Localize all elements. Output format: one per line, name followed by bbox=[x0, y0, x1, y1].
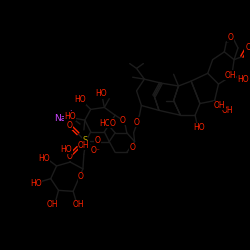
Text: O: O bbox=[227, 33, 233, 42]
Text: HO: HO bbox=[193, 124, 205, 132]
Text: OH: OH bbox=[224, 71, 236, 80]
Text: O⁻: O⁻ bbox=[91, 146, 101, 155]
Text: HO: HO bbox=[60, 145, 72, 154]
Text: O: O bbox=[66, 152, 72, 161]
Text: O: O bbox=[120, 116, 126, 124]
Text: S: S bbox=[82, 136, 87, 145]
Text: HO: HO bbox=[74, 95, 86, 104]
Text: O: O bbox=[78, 172, 84, 181]
Text: HO: HO bbox=[30, 179, 42, 188]
Text: O: O bbox=[134, 118, 140, 126]
Text: HO: HO bbox=[100, 118, 111, 128]
Text: Na: Na bbox=[54, 114, 66, 123]
Text: O: O bbox=[246, 44, 250, 52]
Text: O: O bbox=[130, 143, 136, 152]
Text: OH: OH bbox=[222, 106, 233, 115]
Text: OH: OH bbox=[78, 141, 90, 150]
Text: +: + bbox=[67, 109, 73, 118]
Text: OH: OH bbox=[72, 200, 84, 209]
Text: O: O bbox=[66, 120, 72, 130]
Text: OH: OH bbox=[214, 101, 225, 110]
Text: HO: HO bbox=[96, 89, 107, 98]
Text: HO: HO bbox=[38, 154, 50, 163]
Text: O: O bbox=[109, 118, 115, 128]
Text: HO: HO bbox=[64, 112, 76, 121]
Text: HO: HO bbox=[237, 75, 249, 84]
Text: OH: OH bbox=[47, 200, 58, 209]
Text: O: O bbox=[94, 136, 100, 145]
